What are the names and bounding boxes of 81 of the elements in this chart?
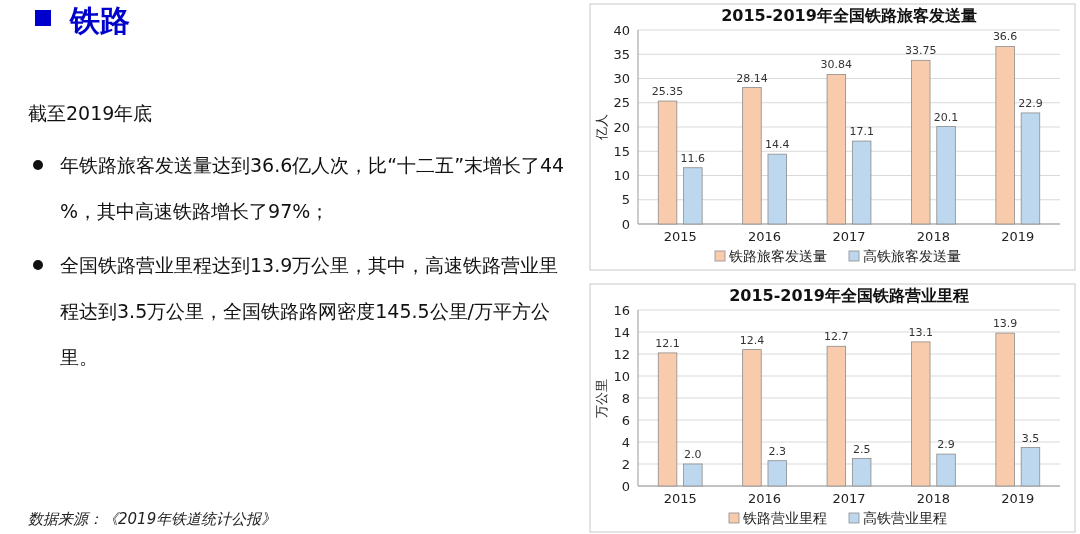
y-tick-label: 35: [613, 46, 630, 62]
bar: [936, 453, 956, 487]
data-label: 17.1: [849, 125, 874, 139]
legend-label: 铁路旅客发送量: [728, 248, 827, 264]
y-tick-label: 40: [613, 22, 630, 38]
data-label: 14.4: [765, 138, 790, 152]
bar: [742, 349, 762, 487]
x-tick-label: 2015: [663, 491, 697, 506]
x-tick-label: 2018: [916, 229, 950, 244]
y-tick-label: 15: [613, 143, 630, 159]
bar: [911, 341, 931, 487]
bar: [657, 352, 678, 487]
y-axis-title: 亿人: [594, 114, 609, 141]
chart-title: 2015-2019年全国铁路营业里程: [729, 286, 969, 305]
data-label: 28.14: [736, 71, 768, 85]
bar: [657, 100, 678, 225]
data-label: 20.1: [933, 110, 959, 124]
data-label: 2.5: [852, 442, 871, 456]
y-tick-label: 10: [613, 168, 630, 183]
y-tick-label: 20: [613, 119, 630, 135]
x-tick-label: 2019: [1001, 229, 1035, 244]
data-label: 12.1: [655, 336, 680, 350]
x-tick-label: 2015: [663, 229, 697, 244]
y-tick-label: 16: [613, 302, 630, 318]
x-tick-label: 2017: [832, 229, 866, 244]
y-tick-label: 8: [621, 390, 630, 406]
y-tick-label: 12: [613, 346, 630, 362]
source-note: 数据来源：《2019年铁道统计公报》: [28, 510, 277, 528]
bar: [826, 345, 847, 487]
y-tick-label: 6: [621, 412, 630, 428]
bar: [767, 460, 787, 487]
bar: [936, 126, 956, 225]
data-label: 12.7: [824, 330, 849, 344]
data-label: 30.84: [820, 58, 853, 72]
bar: [911, 59, 931, 225]
text: 全国铁路营业里程达到13.9万公里，其中，高速铁路营业里程达到3.5万公里，全国铁路路网密度145.5公里/万平方公里。: [60, 254, 559, 368]
data-label: 3.5: [1021, 431, 1040, 445]
bar: [742, 87, 762, 225]
data-label: 11.6: [680, 151, 706, 165]
y-tick-label: 10: [613, 368, 630, 384]
data-label: 36.6: [992, 30, 1018, 44]
y-tick-label: 5: [621, 192, 630, 208]
legend-label: 高铁旅客发送量: [863, 248, 961, 264]
data-label: 13.1: [908, 325, 933, 339]
text: 年铁路旅客发送量达到36.6亿人次，比“十二五”末增长了44%，其中高速铁路增长了97%；: [60, 154, 565, 222]
x-tick-label: 2016: [748, 491, 782, 506]
data-label: 22.9: [1018, 96, 1043, 110]
y-tick-label: 25: [613, 95, 630, 111]
y-tick-label: 30: [613, 71, 630, 86]
data-label: 2.0: [684, 448, 702, 461]
x-tick-label: 2016: [748, 229, 782, 244]
bar: [851, 140, 872, 225]
data-label: 12.4: [739, 333, 765, 347]
data-label: 25.35: [651, 85, 684, 99]
y-tick-label: 2: [621, 456, 630, 472]
data-label: 13.9: [992, 317, 1018, 331]
text: 铁路: [69, 3, 130, 38]
bar: [683, 463, 703, 487]
bar: [1020, 447, 1041, 487]
x-tick-label: 2018: [916, 491, 950, 506]
y-axis-title: 万公里: [594, 378, 609, 418]
bar: [826, 74, 847, 225]
text: 截至2019年底: [28, 102, 153, 124]
bar: [767, 153, 787, 225]
y-tick-label: 14: [613, 324, 630, 340]
data-label: 33.75: [904, 44, 937, 58]
y-tick-label: 0: [621, 216, 630, 232]
bar: [1020, 112, 1041, 225]
y-tick-label: 4: [621, 434, 630, 450]
data-label: 2.9: [937, 438, 955, 452]
x-tick-label: 2017: [832, 491, 866, 506]
legend-label: 铁路营业里程: [742, 510, 827, 526]
bar: [995, 332, 1015, 487]
bar: [683, 167, 703, 225]
y-tick-label: 0: [621, 478, 630, 494]
chart-title: 2015-2019年全国铁路旅客发送量: [721, 6, 977, 25]
legend-label: 高铁营业里程: [863, 510, 947, 526]
data-label: 2.3: [768, 444, 787, 458]
x-tick-label: 2019: [1001, 491, 1035, 506]
bar: [851, 458, 872, 487]
bar: [995, 46, 1015, 225]
